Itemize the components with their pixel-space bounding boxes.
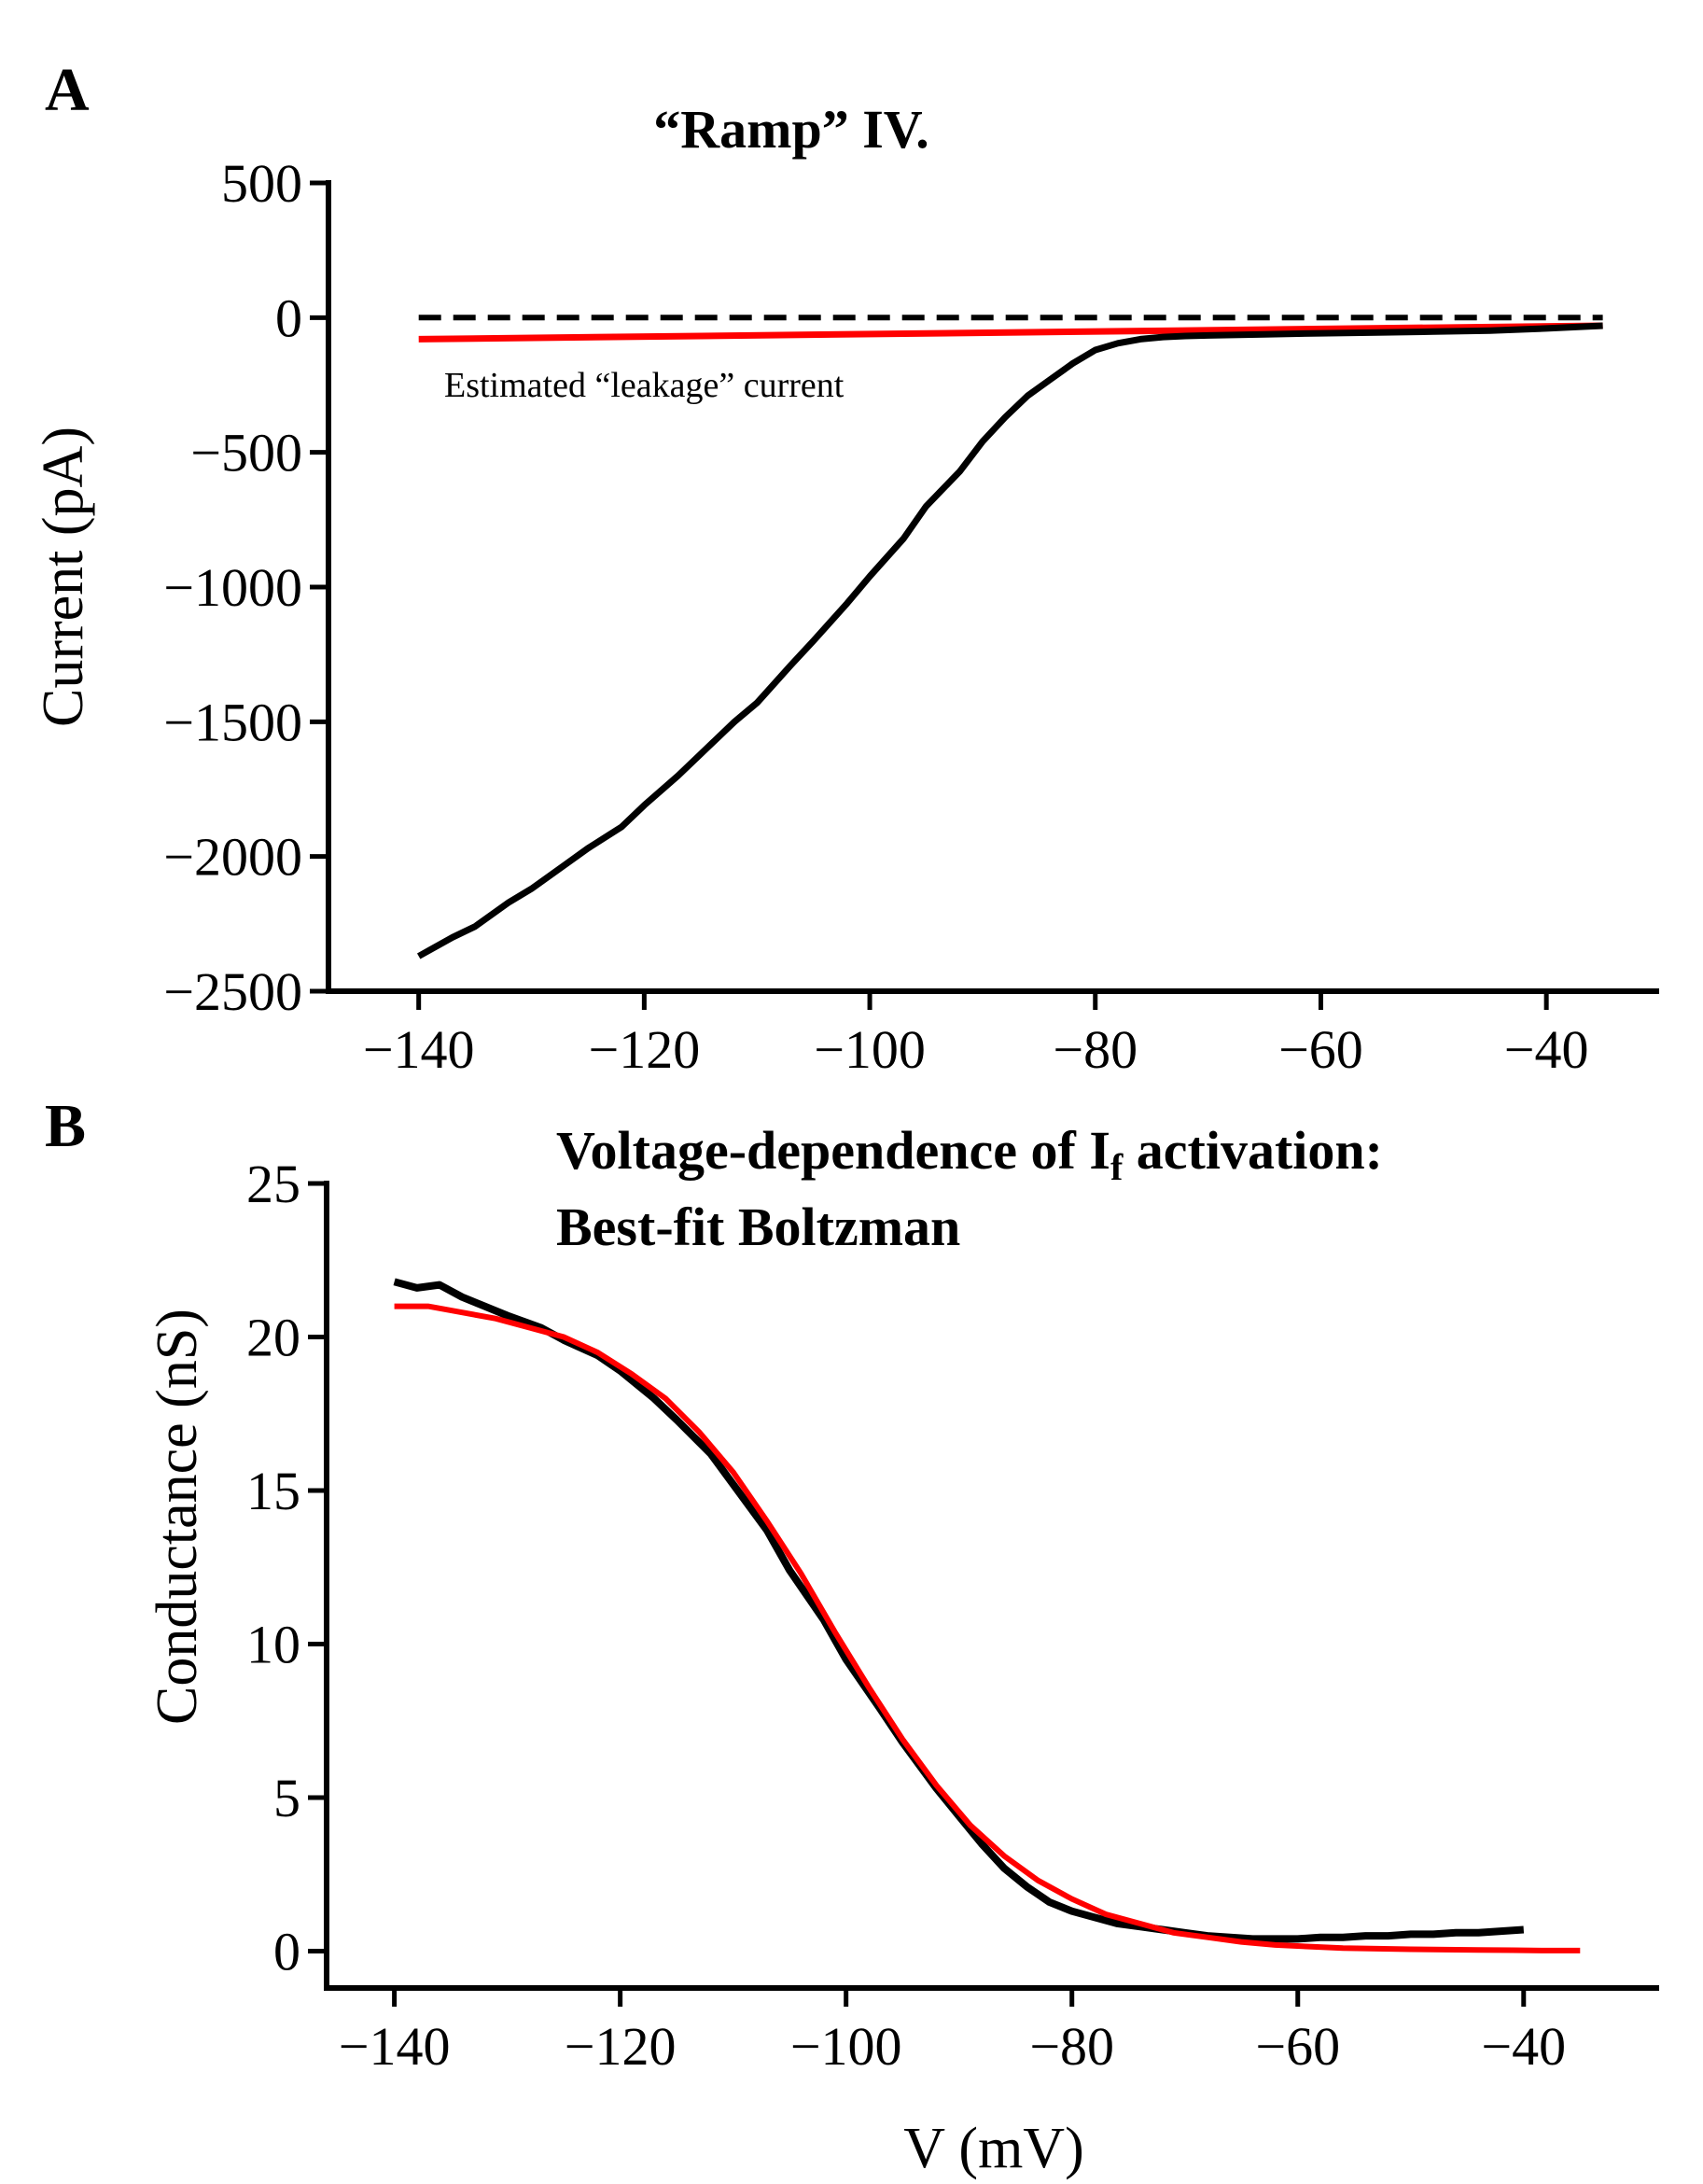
panel-b-title-rest: activation: [1123,1120,1383,1181]
panel-b-y-tick-label: 5 [273,1768,300,1828]
panel-b-x-axis-label: V (mV) [903,2117,1083,2180]
panel-b-x-ticks: −140 −120 −100 −80 −60 −40 [339,1988,1566,2077]
panel-a-y-tick-label: −500 [190,423,302,483]
panel-a-x-tick-label: −140 [363,1019,475,1080]
panel-b-boltzmann-fit-line [394,1303,1581,1953]
panel-a-ramp-current-line [416,322,1603,959]
panel-a-x-tick-label: −100 [814,1019,926,1080]
panel-b-y-tick-label: 10 [246,1615,300,1675]
panel-a-x-tick-label: −40 [1504,1019,1589,1080]
panel-b-y-tick-label: 15 [246,1461,300,1521]
panel-a-letter: A [45,56,90,124]
panel-b-x-tick-label: −80 [1029,2016,1114,2077]
panel-a-leakage-annotation: Estimated “leakage” current [444,366,845,405]
panel-b-x-tick-label: −40 [1481,2016,1566,2077]
panel-a-y-axis-label: Current (pA) [32,427,95,727]
panel-a-y-tick-label: −2000 [163,827,302,888]
panel-a-x-tick-label: −60 [1278,1019,1363,1080]
panel-a-y-tick-label: −1500 [163,692,302,752]
panel-a-title: “Ramp” IV. [653,99,928,160]
panel-a: A “Ramp” IV. −140 −120 −100 −80 −60 −40 500 0 −… [32,56,1659,1080]
panel-b-title-line2: Best-fit Boltzman [556,1197,960,1257]
panel-b-x-tick-label: −140 [339,2016,451,2077]
panel-b-title: Voltage-dependence of If activation: [556,1120,1383,1188]
panel-b-x-tick-label: −60 [1255,2016,1340,2077]
panel-b-title-subscript: f [1110,1146,1124,1188]
panel-b: B Voltage-dependence of If activation: B… [45,1092,1659,2180]
panel-b-x-tick-label: −100 [790,2016,902,2077]
panel-a-y-tick-label: 500 [221,153,302,214]
panel-a-y-tick-label: −1000 [163,557,302,618]
panel-b-y-tick-label: 0 [273,1922,300,1982]
panel-b-letter: B [45,1092,86,1160]
panel-a-x-tick-label: −120 [589,1019,701,1080]
panel-b-measured-conductance-line [393,1278,1525,1943]
panel-b-y-tick-label: 20 [246,1308,300,1368]
panel-b-title-main: Voltage-dependence of I [556,1120,1110,1181]
panel-b-y-axis-label: Conductance (nS) [146,1309,209,1725]
panel-b-y-ticks: 25 20 15 10 5 0 [246,1154,327,1982]
panel-a-y-ticks: 500 0 −500 −1000 −1500 −2000 −2500 [163,153,328,1022]
panel-a-y-tick-label: −2500 [163,961,302,1022]
panel-b-x-tick-label: −120 [565,2016,677,2077]
panel-a-leakage-line [418,322,1603,343]
panel-b-y-tick-label: 25 [246,1154,300,1214]
panel-a-y-tick-label: 0 [275,287,302,348]
panel-a-x-ticks: −140 −120 −100 −80 −60 −40 [363,991,1589,1080]
panel-a-x-tick-label: −80 [1053,1019,1138,1080]
